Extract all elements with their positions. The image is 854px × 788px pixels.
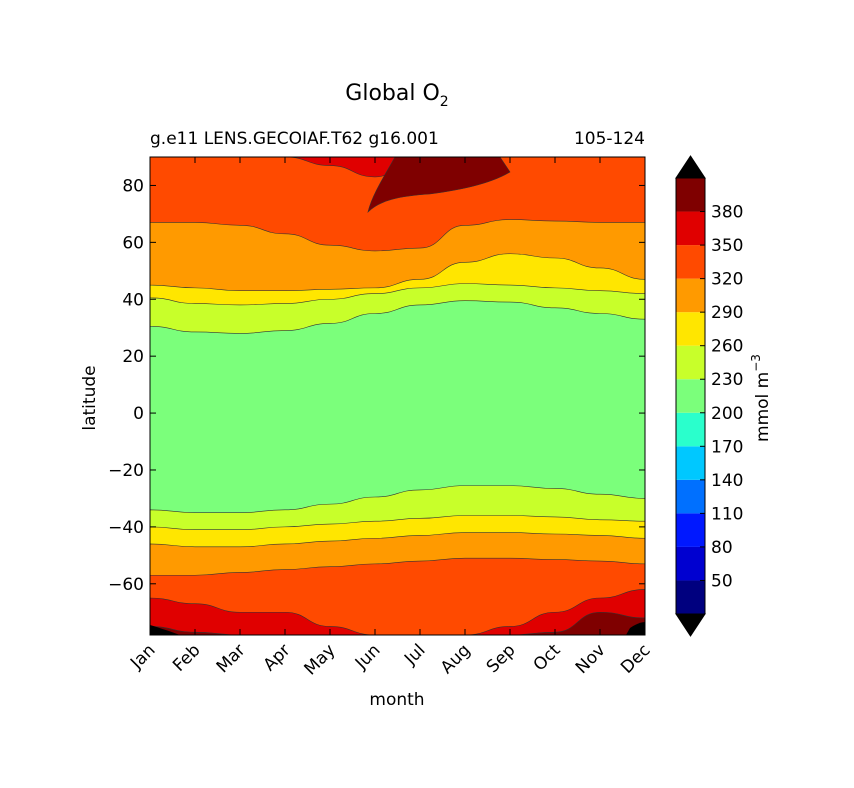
x-tick-label: Sep — [483, 640, 520, 677]
colorbar-extend-under — [675, 613, 706, 637]
chart-title-main: Global O — [345, 81, 440, 106]
x-tick-label: Mar — [213, 640, 250, 677]
y-tick-label: −20 — [108, 461, 144, 481]
colorbar-label: mmol m−3 — [749, 354, 773, 442]
plot-frame — [149, 156, 646, 636]
colorbar-frame — [675, 177, 706, 615]
y-tick-label: −40 — [108, 518, 144, 538]
y-tick-label: 20 — [122, 347, 144, 367]
colorbar-swatch-80-110 — [676, 513, 705, 547]
contour-band-north-320-350 — [150, 157, 645, 252]
colorbar-swatch-140-170 — [676, 446, 705, 480]
colorbar-tick-label: 380 — [711, 203, 743, 223]
y-tick-label: 40 — [122, 290, 144, 310]
x-tick-label: Apr — [260, 640, 295, 675]
x-tick-label: Jun — [351, 640, 385, 674]
x-tick-label: Aug — [437, 640, 475, 678]
y-axis-label: latitude — [80, 365, 100, 430]
x-axis-label: month — [369, 690, 424, 710]
colorbar-tick-label: 110 — [711, 504, 743, 524]
chart-title-subscript: 2 — [440, 94, 449, 110]
chart-subtitle-right: 105-124 — [574, 129, 645, 149]
x-tick-label: Nov — [572, 640, 610, 678]
colorbar-tick-label: 350 — [711, 236, 743, 256]
colorbar-swatch-290-320 — [676, 278, 705, 313]
colorbar-tick-label: 80 — [711, 538, 733, 558]
colorbar-swatch-230-260 — [676, 345, 705, 380]
colorbar-tick-label: 230 — [711, 370, 743, 390]
colorbar: 50 80 110 140 170 200 230 260 290 320 350 380 — [675, 155, 743, 637]
southern-edge-under-band — [150, 625, 180, 635]
southern-edge-under-band-east — [626, 622, 645, 635]
colorbar-label-superscript: −3 — [749, 354, 763, 372]
y-axis: −60 −40 −20 0 20 40 60 80 — [108, 176, 645, 595]
colorbar-swatch-380-410 — [676, 178, 705, 212]
colorbar-label-main: mmol m — [753, 372, 773, 442]
y-tick-label: −60 — [108, 575, 144, 595]
colorbar-swatch-20-50 — [676, 580, 705, 614]
contour-bands — [150, 157, 645, 635]
colorbar-tick-label: 320 — [711, 270, 743, 290]
colorbar-swatch-350-380 — [676, 211, 705, 246]
plot-area — [150, 157, 645, 635]
colorbar-tick-label: 170 — [711, 437, 743, 457]
arctic-core-band-380 — [367, 157, 511, 213]
colorbar-swatch-320-350 — [676, 245, 705, 279]
colorbar-swatch-200-230 — [676, 379, 705, 413]
x-tick-label: May — [301, 640, 340, 679]
colorbar-tick-label: 140 — [711, 471, 743, 491]
colorbar-tick-label: 50 — [711, 571, 733, 591]
x-tick-label: Jul — [400, 640, 429, 669]
colorbar-swatch-260-290 — [676, 312, 705, 346]
x-tick-label: Oct — [530, 640, 565, 675]
colorbar-extend-over — [675, 155, 706, 179]
colorbar-tick-label: 260 — [711, 337, 743, 357]
y-tick-label: 80 — [122, 176, 144, 196]
contour-band-south-350-380 — [150, 589, 645, 635]
colorbar-tick-label: 200 — [711, 404, 743, 424]
x-tick-label: Dec — [617, 640, 654, 677]
x-tick-label: Feb — [169, 640, 204, 675]
colorbar-swatch-110-140 — [676, 479, 705, 514]
chart-subtitle-left: g.e11 LENS.GECOIAF.T62 g16.001 — [150, 129, 439, 149]
colorbar-swatch-50-80 — [676, 546, 705, 581]
y-tick-label: 0 — [133, 404, 144, 424]
chart-title: Global O2 — [345, 81, 448, 110]
colorbar-swatch-170-200 — [676, 412, 705, 447]
colorbar-tick-label: 290 — [711, 303, 743, 323]
x-tick-label: Jan — [126, 640, 159, 673]
y-tick-label: 60 — [122, 233, 144, 253]
